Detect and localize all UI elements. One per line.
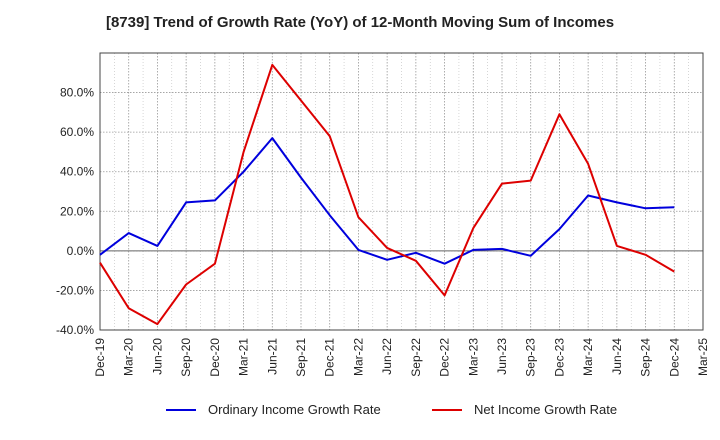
x-tick-label: Sep-21 — [294, 338, 308, 377]
series-line-2 — [99, 63, 675, 326]
x-tick-label: Dec-21 — [323, 338, 337, 377]
x-tick-label: Sep-20 — [179, 338, 193, 377]
x-tick-label: Jun-20 — [150, 338, 164, 375]
x-tick-label: Dec-20 — [208, 338, 222, 377]
x-tick-label: Mar-22 — [351, 338, 365, 376]
plot-frame — [99, 52, 704, 331]
y-tick-label: -40.0% — [56, 323, 94, 337]
y-tick-label: 60.0% — [60, 125, 94, 139]
x-tick-label: Dec-24 — [667, 338, 681, 377]
chart-title: [8739] Trend of Growth Rate (YoY) of 12-… — [105, 14, 615, 31]
x-tick-label: Mar-23 — [466, 338, 480, 376]
x-tick-label: Sep-24 — [639, 338, 653, 377]
x-tick-label: Mar-21 — [237, 338, 251, 376]
legend-label-2: Net Income Growth Rate — [474, 402, 617, 417]
x-tick-label: Jun-22 — [380, 338, 394, 375]
x-tick-label: Mar-24 — [581, 338, 595, 376]
x-tick-label: Sep-23 — [524, 338, 538, 377]
y-tick-label: -20.0% — [56, 283, 94, 297]
x-tick-label: Jun-23 — [495, 338, 509, 375]
x-tick-label: Mar-25 — [696, 338, 710, 376]
y-tick-label: 80.0% — [60, 86, 94, 100]
series-line-1 — [99, 137, 675, 265]
legend-label-1: Ordinary Income Growth Rate — [208, 402, 381, 417]
x-tick-label: Dec-19 — [93, 338, 107, 377]
y-tick-label: 20.0% — [60, 204, 94, 218]
x-tick-label: Mar-20 — [122, 338, 136, 376]
x-tick-label: Sep-22 — [409, 338, 423, 377]
y-tick-label: 40.0% — [60, 165, 94, 179]
y-tick-label: 0.0% — [67, 244, 95, 258]
x-tick-label: Jun-24 — [610, 338, 624, 375]
x-tick-label: Dec-22 — [438, 338, 452, 377]
x-tick-label: Dec-23 — [552, 338, 566, 377]
x-tick-label: Jun-21 — [265, 338, 279, 375]
